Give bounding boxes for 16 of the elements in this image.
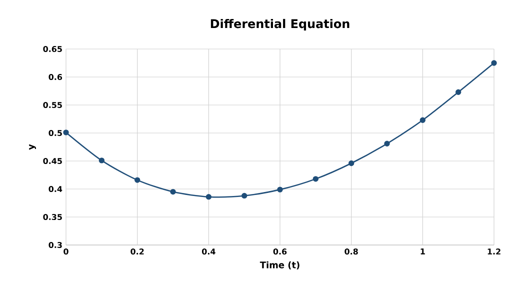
point: [170, 188, 176, 195]
point: [63, 130, 69, 136]
point: [134, 177, 140, 183]
point: [456, 89, 462, 95]
point: [348, 160, 354, 166]
point: [420, 117, 426, 123]
point: [384, 140, 390, 146]
chart-title: Differential Equation: [210, 18, 350, 30]
point: [312, 176, 319, 182]
point: [241, 192, 248, 199]
point: [98, 158, 105, 164]
point: [491, 60, 497, 66]
y-axis-title: y: [29, 144, 36, 150]
point: [277, 186, 283, 192]
x-axis-title: Time (t): [260, 261, 300, 270]
point: [206, 194, 212, 200]
